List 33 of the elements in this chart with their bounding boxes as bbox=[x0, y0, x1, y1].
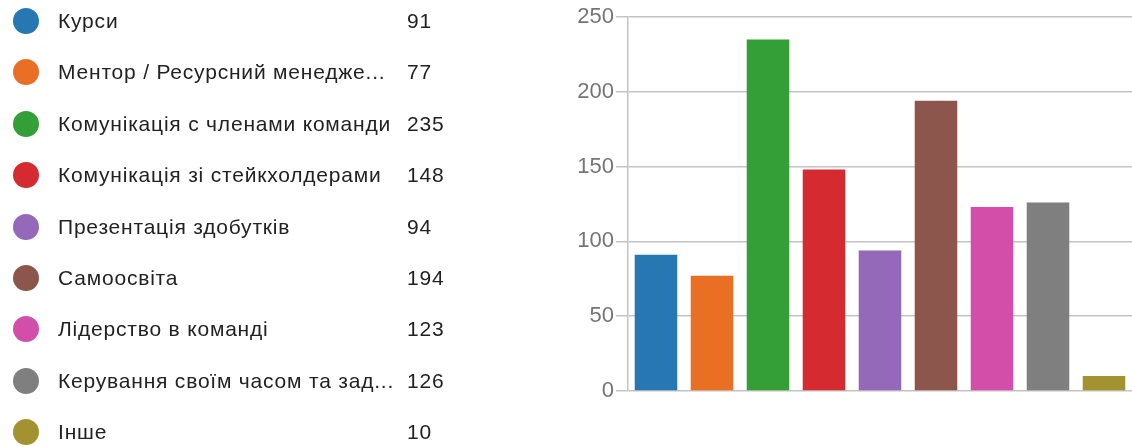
text: 94 bbox=[407, 214, 432, 239]
text: 148 bbox=[407, 163, 445, 188]
y-tick-label: 200 bbox=[577, 77, 614, 103]
text: 91 bbox=[407, 9, 432, 33]
text: 194 bbox=[407, 266, 445, 290]
bar bbox=[858, 250, 902, 391]
bar bbox=[634, 254, 678, 391]
text: 123 bbox=[407, 317, 445, 342]
legend-label: Керування своїм часом та зад... bbox=[58, 368, 396, 393]
bar bbox=[746, 39, 790, 391]
text: 10 bbox=[407, 420, 432, 445]
legend-label: Комунікація с членами команди bbox=[58, 111, 393, 136]
legend-label: Презентація здобутків bbox=[58, 214, 292, 239]
legend-label: Лідерство в команді bbox=[58, 317, 270, 342]
y-tick-label: 100 bbox=[577, 227, 614, 253]
text: 77 bbox=[407, 60, 432, 85]
y-tick-label: 250 bbox=[577, 3, 614, 29]
bar bbox=[1026, 202, 1070, 391]
y-tick-label: 50 bbox=[589, 302, 614, 328]
text: 126 bbox=[407, 368, 445, 393]
legend-label: Самоосвіта bbox=[58, 266, 180, 290]
legend-label: Ментор / Ресурсний менедже... bbox=[58, 60, 387, 85]
bar bbox=[802, 169, 846, 391]
bar bbox=[690, 275, 734, 391]
bar bbox=[1082, 376, 1126, 391]
y-tick-label: 150 bbox=[577, 152, 614, 178]
y-tick-label: 0 bbox=[601, 377, 614, 403]
bar bbox=[914, 100, 958, 391]
legend-label: Курси bbox=[58, 9, 120, 33]
text: 235 bbox=[407, 111, 445, 136]
bar bbox=[970, 206, 1014, 391]
legend-label: Інше bbox=[58, 420, 109, 445]
legend-label: Комунікація зі стейкхолдерами bbox=[58, 163, 383, 188]
